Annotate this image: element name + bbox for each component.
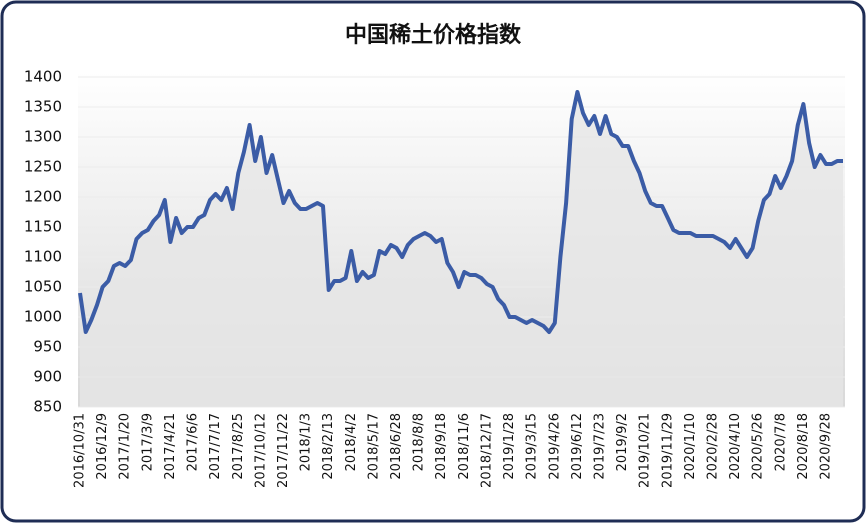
x-tick-label: 2019/9/2: [615, 413, 630, 471]
y-tick-label: 1150: [24, 218, 62, 236]
y-tick-label: 1350: [24, 98, 62, 116]
x-tick-label: 2018/1/3: [299, 413, 314, 471]
y-tick-label: 850: [33, 398, 62, 416]
x-tick-label: 2017/4/21: [163, 413, 178, 480]
x-tick-label: 2020/5/26: [751, 413, 766, 480]
x-tick-label: 2017/3/9: [140, 413, 155, 471]
y-tick-label: 1250: [24, 158, 62, 176]
x-tick-label: 2020/4/10: [728, 413, 743, 480]
x-tick-label: 2016/10/31: [73, 413, 88, 488]
line: [78, 90, 843, 334]
x-tick-label: 2018/2/13: [321, 413, 336, 480]
x-tick-label: 2017/1/20: [118, 413, 133, 480]
x-tick-label: 2017/11/22: [276, 413, 291, 488]
x-tick-label: 2018/9/18: [434, 413, 449, 480]
x-tick-label: 2019/4/26: [547, 413, 562, 480]
y-tick-label: 900: [33, 368, 62, 386]
x-tick-label: 2017/7/17: [208, 413, 223, 480]
x-tick-label: 2016/12/9: [95, 413, 110, 480]
y-tick-label: 1050: [24, 278, 62, 296]
x-tick-label: 2018/11/6: [457, 413, 472, 480]
x-tick-label: 2019/11/29: [660, 413, 675, 488]
x-tick-label: 2019/1/28: [502, 413, 517, 480]
chart-title: 中国稀土价格指数: [345, 22, 522, 48]
x-tick-label: 2019/7/23: [592, 413, 607, 480]
y-tick-label: 1400: [24, 68, 62, 86]
x-tick-label: 2019/6/12: [570, 413, 585, 480]
y-tick-label: 1100: [24, 248, 62, 266]
y-tick-label: 1000: [24, 308, 62, 326]
y-tick-label: 1300: [24, 128, 62, 146]
x-tick-label: 2019/10/21: [638, 413, 653, 488]
x-tick-label: 2018/8/8: [412, 413, 427, 471]
x-tick-label: 2018/4/2: [344, 413, 359, 471]
x-tick-label: 2017/10/12: [253, 413, 268, 488]
x-tick-label: 2018/12/17: [479, 413, 494, 488]
x-tick-label: 2018/5/17: [366, 413, 381, 480]
y-tick-label: 950: [33, 338, 62, 356]
x-tick-label: 2020/2/28: [706, 413, 721, 480]
y-tick-label: 1200: [24, 188, 62, 206]
area: [80, 92, 843, 407]
x-tick-label: 2020/9/28: [819, 413, 834, 480]
x-tick-label: 2020/7/8: [773, 413, 788, 471]
x-tick-label: 2017/6/6: [186, 413, 201, 471]
x-tick-label: 2020/1/10: [683, 413, 698, 480]
x-tick-label: 2020/8/18: [796, 413, 811, 480]
x-tick-label: 2019/3/15: [525, 413, 540, 480]
x-tick-label: 2018/6/28: [389, 413, 404, 480]
x-tick-label: 2017/8/25: [231, 413, 246, 480]
